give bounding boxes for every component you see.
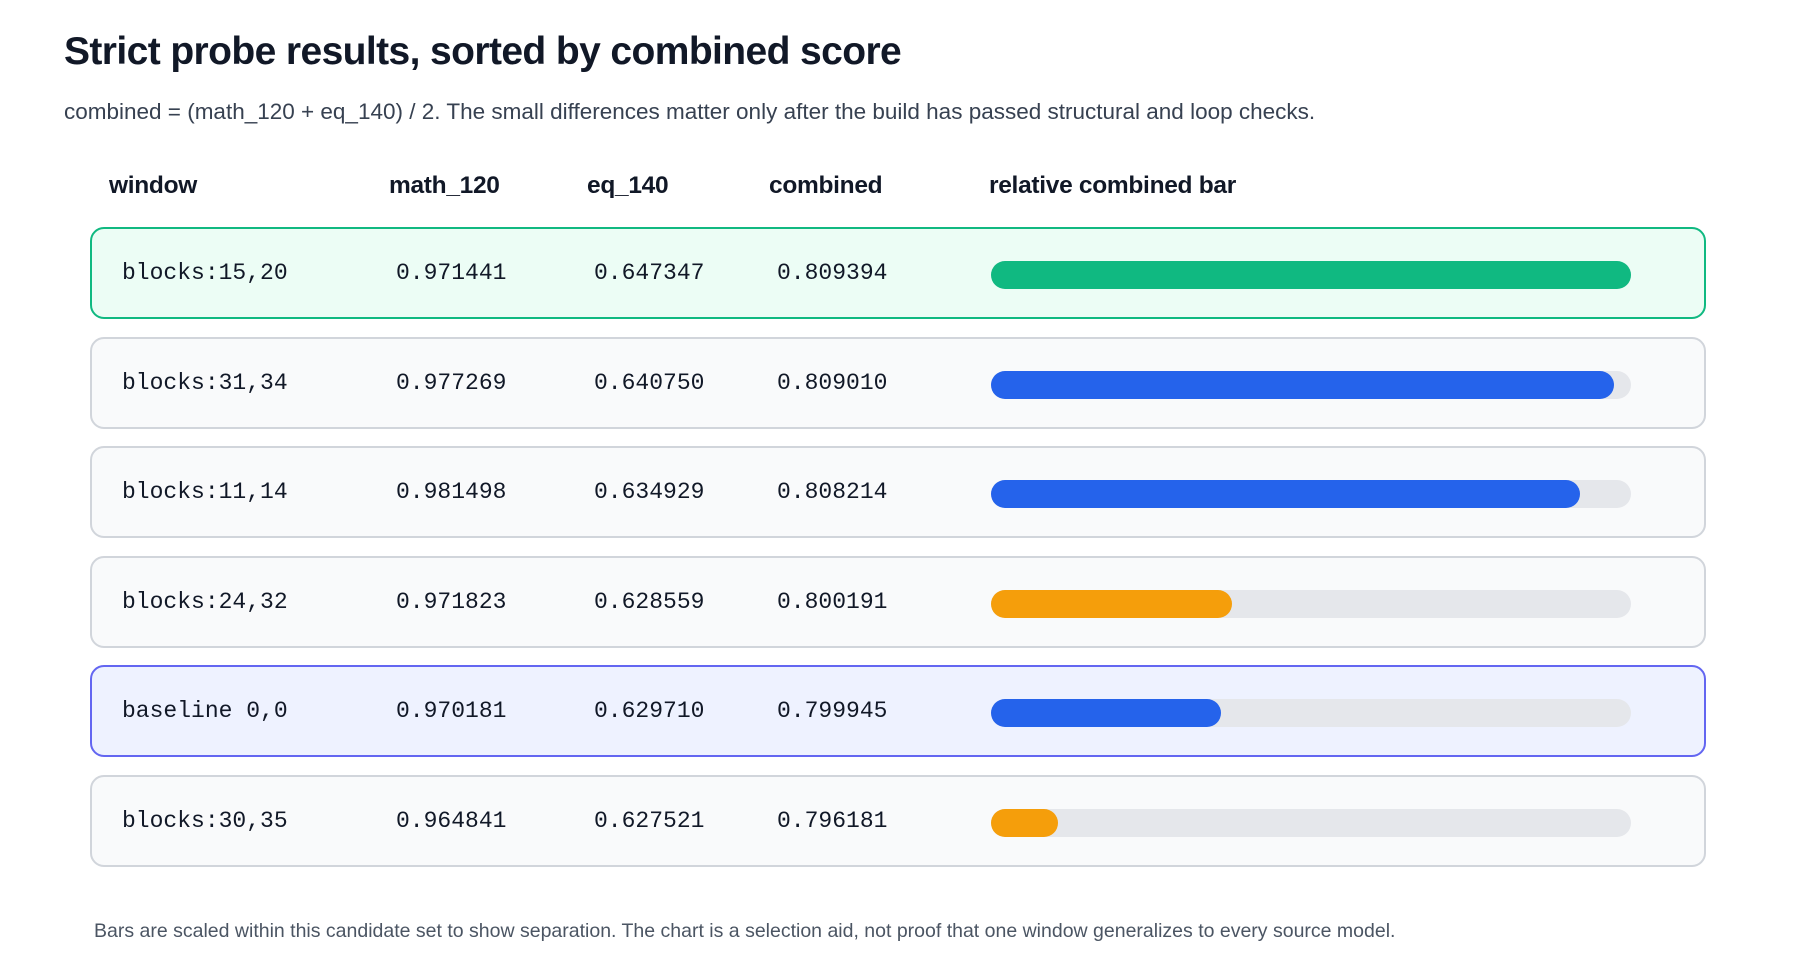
combined-cell: 0.800191: [777, 588, 888, 615]
header-relative-bar: relative combined bar: [989, 172, 1236, 199]
math-120-cell: 0.977269: [396, 369, 507, 396]
bar-track: [991, 480, 1631, 508]
table-row: blocks:15,20 0.971441 0.647347 0.809394: [90, 227, 1706, 319]
header-window: window: [109, 172, 198, 199]
bar-track: [991, 370, 1631, 399]
combined-bar: [991, 589, 1233, 618]
combined-bar: [991, 808, 1059, 837]
window-cell: blocks:15,20: [122, 260, 288, 286]
header-eq-140: eq_140: [587, 172, 669, 199]
table-header: window math_120 eq_140 combined relative…: [0, 172, 1800, 206]
math-120-cell: 0.970181: [396, 698, 507, 724]
table-row: blocks:11,14 0.981498 0.634929 0.808214: [90, 446, 1706, 538]
eq-140-cell: 0.634929: [594, 479, 705, 505]
bar-track: [991, 808, 1631, 837]
combined-bar: [991, 261, 1631, 289]
eq-140-cell: 0.640750: [594, 369, 705, 396]
table-row: blocks:30,35 0.964841 0.627521 0.796181: [90, 774, 1706, 867]
window-cell: baseline 0,0: [122, 698, 288, 724]
combined-cell: 0.808214: [777, 479, 888, 505]
bar-track: [991, 589, 1631, 618]
window-cell: blocks:31,34: [122, 369, 288, 396]
chart-subtitle: combined = (math_120 + eq_140) / 2. The …: [64, 99, 1316, 124]
header-combined: combined: [769, 172, 883, 199]
bar-track: [991, 261, 1631, 289]
eq-140-cell: 0.627521: [594, 807, 705, 834]
combined-bar: [991, 480, 1580, 508]
table-row: blocks:24,32 0.971823 0.628559 0.800191: [90, 555, 1706, 648]
eq-140-cell: 0.629710: [594, 698, 705, 724]
combined-cell: 0.796181: [777, 807, 888, 834]
combined-bar: [991, 370, 1615, 399]
eq-140-cell: 0.628559: [594, 588, 705, 615]
eq-140-cell: 0.647347: [594, 260, 705, 286]
footnote: Bars are scaled within this candidate se…: [94, 920, 1396, 942]
math-120-cell: 0.971441: [396, 260, 507, 286]
window-cell: blocks:11,14: [122, 479, 288, 505]
window-cell: blocks:30,35: [122, 807, 288, 834]
math-120-cell: 0.971823: [396, 588, 507, 615]
header-math-120: math_120: [389, 172, 500, 199]
combined-cell: 0.809394: [777, 260, 888, 286]
table-row: baseline 0,0 0.970181 0.629710 0.799945: [90, 665, 1706, 757]
combined-cell: 0.799945: [777, 698, 888, 724]
math-120-cell: 0.964841: [396, 807, 507, 834]
window-cell: blocks:24,32: [122, 588, 288, 615]
bar-track: [991, 699, 1631, 727]
chart-title: Strict probe results, sorted by combined…: [64, 30, 902, 73]
combined-cell: 0.809010: [777, 369, 888, 396]
combined-bar: [991, 699, 1222, 727]
table-row: blocks:31,34 0.977269 0.640750 0.809010: [90, 336, 1706, 429]
math-120-cell: 0.981498: [396, 479, 507, 505]
